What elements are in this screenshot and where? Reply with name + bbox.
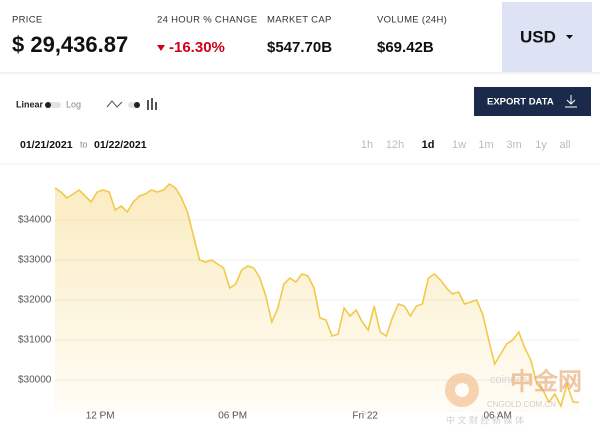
watermark-site: CNGOLD.COM.CN	[487, 400, 556, 409]
date-to-word: to	[80, 139, 88, 149]
range-button[interactable]: 1w	[452, 139, 466, 151]
range-button[interactable]: 1m	[478, 139, 493, 151]
market-cap-label: MARKET CAP	[267, 15, 332, 26]
x-tick-label: Fri 22	[352, 411, 378, 422]
line-chart-icon[interactable]	[106, 100, 123, 108]
y-tick-label: $31000	[18, 335, 52, 346]
watermark-logo-inner	[455, 383, 469, 397]
y-tick-label: $34000	[18, 215, 52, 226]
y-tick-label: $32000	[18, 295, 52, 306]
watermark-slogan: 中 文 财 经 新 媒 体	[446, 414, 524, 425]
market-cap: $547.70B	[267, 39, 332, 56]
change-label: 24 HOUR % CHANGE	[157, 15, 257, 26]
price-label: PRICE	[12, 15, 43, 26]
scale-linear[interactable]: Linear	[16, 99, 44, 109]
area	[55, 184, 579, 412]
x-tick-label: 12 PM	[86, 411, 115, 422]
y-tick-label: $33000	[18, 255, 52, 266]
range-button[interactable]: 1h	[361, 139, 373, 151]
x-tick-label: 06 PM	[218, 411, 247, 422]
watermark-source: coindesk	[490, 374, 534, 386]
download-icon	[565, 95, 577, 108]
candle-icon[interactable]	[147, 98, 157, 110]
price-line	[54, 182, 580, 409]
currency[interactable]: USD	[520, 27, 556, 46]
watermark: coindesk 中金网 CNGOLD.COM.CN 中 文 财 经 新 媒 体	[445, 367, 582, 425]
y-tick-label: $30000	[18, 375, 52, 386]
currency-button[interactable]	[502, 2, 592, 72]
volume-label: VOLUME (24H)	[377, 15, 447, 26]
watermark-brand: 中金网	[510, 367, 582, 395]
export-label[interactable]: EXPORT DATA	[487, 97, 554, 108]
scale-log[interactable]: Log	[66, 99, 81, 109]
range-button[interactable]: 12h	[386, 139, 404, 151]
toggle-knob	[45, 102, 51, 108]
down-arrow	[157, 45, 165, 51]
range-button[interactable]: 1d	[422, 139, 435, 151]
price: $ 29,436.87	[12, 32, 128, 57]
toggle-knob	[134, 102, 140, 108]
range-button[interactable]: all	[559, 139, 570, 151]
x-tick-label: 06 AM	[484, 411, 512, 422]
change: -16.30%	[169, 39, 225, 56]
date-from[interactable]: 01/21/2021	[20, 139, 73, 151]
range-button[interactable]: 3m	[506, 139, 521, 151]
caret	[566, 35, 573, 39]
volume: $69.42B	[377, 39, 434, 56]
date-to[interactable]: 01/22/2021	[94, 139, 147, 151]
range-button[interactable]: 1y	[535, 139, 547, 151]
